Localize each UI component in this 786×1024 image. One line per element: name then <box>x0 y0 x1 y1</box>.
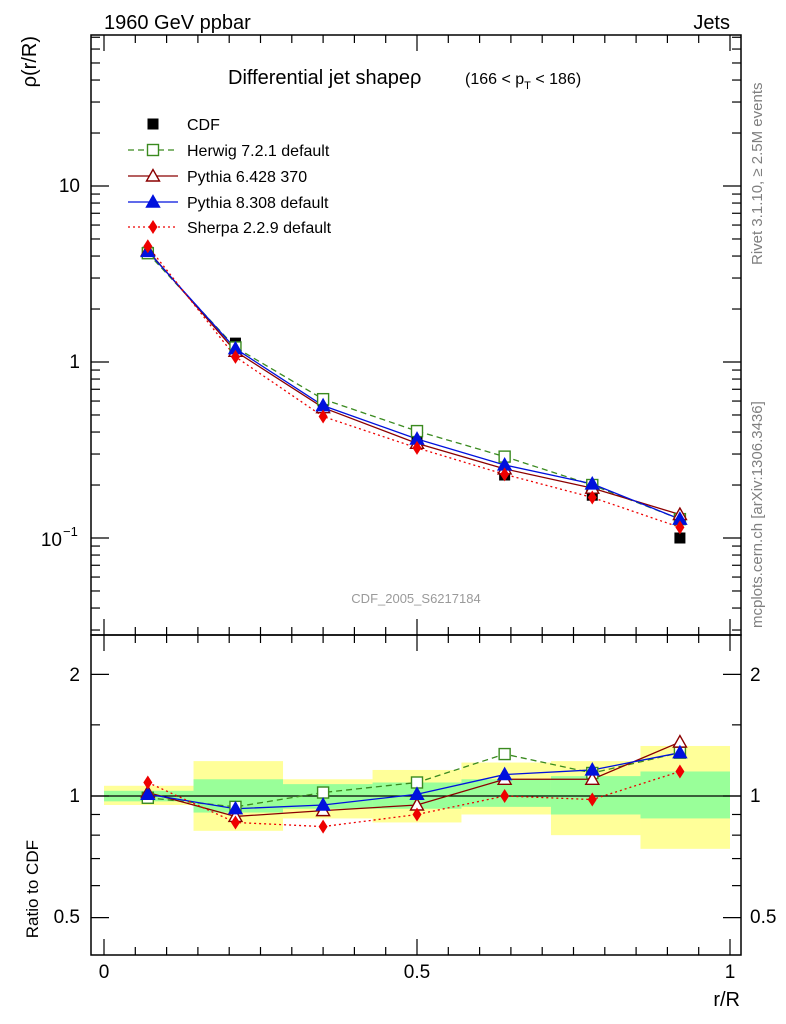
chart-title: Differential jet shapeρ <box>228 67 421 89</box>
ratio-point-mc <box>584 771 600 785</box>
legend-marker-cdf <box>147 118 159 130</box>
legend: CDF Herwig 7.2.1 default Pythia 6.428 37… <box>128 117 332 237</box>
ratio-tick-label-2-right: 2 <box>750 665 761 686</box>
header-energy-label: 1960 GeV ppbar <box>104 12 251 34</box>
ratio-point-mc <box>143 775 153 790</box>
x-tick-label-1: 1 <box>725 962 736 983</box>
axis-ticks <box>91 35 741 955</box>
rivet-version-label: Rivet 3.1.10, ≥ 2.5M events <box>749 83 766 266</box>
series-line <box>147 252 681 520</box>
ratio-point-mc <box>315 797 331 811</box>
ratio-tick-label-1-left: 1 <box>69 786 80 807</box>
ratio-point-mc <box>587 792 597 807</box>
legend-marker-mc <box>146 143 160 157</box>
data-point-mc <box>230 349 240 364</box>
legend-marker-mc <box>145 194 161 208</box>
series-line <box>147 250 681 516</box>
ratio-tick-label-1-right: 1 <box>750 786 761 807</box>
x-tick-label-0: 0 <box>99 962 110 983</box>
data-point-mc <box>584 475 600 490</box>
ratio-tick-label-05-right: 0.5 <box>750 907 776 928</box>
y-axis-label: ρ(r/R) <box>19 36 41 87</box>
ratio-band-inner-bin <box>640 771 730 819</box>
series-line <box>147 250 681 520</box>
x-tick-label-05: 0.5 <box>404 962 430 983</box>
legend-markers <box>128 118 178 234</box>
svg-text:10: 10 <box>41 530 62 551</box>
ratio-point-mc <box>496 766 513 781</box>
header-jets-label: Jets <box>693 12 730 34</box>
data-point-mc <box>500 467 510 482</box>
y-tick-label-1e-1: 10 −1 <box>41 524 78 551</box>
legend-label-sherpa: Sherpa 2.2.9 default <box>187 220 332 237</box>
chart-title-range: (166 < pT < 186) <box>465 71 581 92</box>
legend-label-pythia6: Pythia 6.428 370 <box>187 169 307 186</box>
data-point-mc <box>587 490 597 505</box>
main-series-group <box>140 239 688 544</box>
ratio-point-mc <box>140 786 156 800</box>
series-line <box>147 245 681 528</box>
ratio-point-mc <box>230 815 240 830</box>
ratio-point-mc <box>412 807 422 822</box>
legend-marker-mc <box>145 168 161 182</box>
x-axis-label: r/R <box>713 989 740 1011</box>
legend-label-herwig: Herwig 7.2.1 default <box>187 143 330 160</box>
ratio-point-mc <box>500 789 510 803</box>
ratio-series-group <box>140 734 688 834</box>
data-point-mc <box>143 239 153 254</box>
ratio-tick-label-2-left: 2 <box>69 665 80 686</box>
data-point-mc <box>675 520 685 535</box>
data-point-mc <box>412 440 422 455</box>
ratio-point-mc <box>675 764 685 779</box>
ratio-point-mc <box>316 786 330 799</box>
ratio-point-mc <box>318 819 328 834</box>
ratio-point-mc <box>227 800 244 815</box>
mcplots-site-label: mcplots.cern.ch [arXiv:1306.3436] <box>749 401 766 628</box>
legend-label-pythia8: Pythia 8.308 default <box>187 195 329 212</box>
analysis-id-label: CDF_2005_S6217184 <box>351 591 480 606</box>
ratio-point-mc <box>409 786 425 800</box>
legend-label-cdf: CDF <box>187 117 220 134</box>
y-tick-label-1: 1 <box>69 352 80 373</box>
ratio-point-mc <box>672 744 688 759</box>
data-point-mc <box>318 409 328 424</box>
ratio-plot-frame <box>90 634 742 956</box>
y-tick-label-10: 10 <box>59 176 80 197</box>
y-tick-label-1e-1-exp: −1 <box>63 524 78 539</box>
ratio-axis-label: Ratio to CDF <box>23 840 42 938</box>
ratio-tick-label-05-left: 0.5 <box>54 907 80 928</box>
ratio-point-mc <box>584 762 600 776</box>
legend-marker-mc <box>148 220 158 234</box>
ratio-point-mc <box>498 747 511 761</box>
data-point-cdf <box>674 532 686 544</box>
